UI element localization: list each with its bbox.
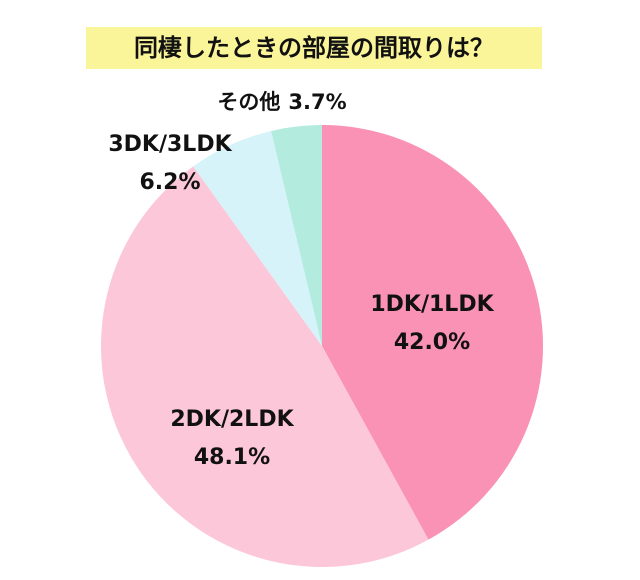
slice-label: その他 3.7% (217, 90, 346, 114)
category-label: 3DK/3LDK (108, 132, 232, 157)
value-label: 48.1% (194, 445, 270, 470)
category-label: 2DK/2LDK (170, 407, 294, 432)
chart-title: 同棲したときの部屋の間取りは？ (134, 34, 494, 62)
category-label: 1DK/1LDK (370, 292, 494, 317)
value-label: 6.2% (139, 170, 200, 195)
value-label: 42.0% (394, 330, 470, 355)
title-background (86, 27, 542, 69)
value-label: 3.7% (288, 90, 346, 114)
pie-slice (271, 125, 322, 346)
pie-slice (322, 125, 544, 540)
category-label: その他 (217, 90, 280, 114)
pie-slice (193, 130, 322, 346)
pie-slice (100, 166, 429, 567)
